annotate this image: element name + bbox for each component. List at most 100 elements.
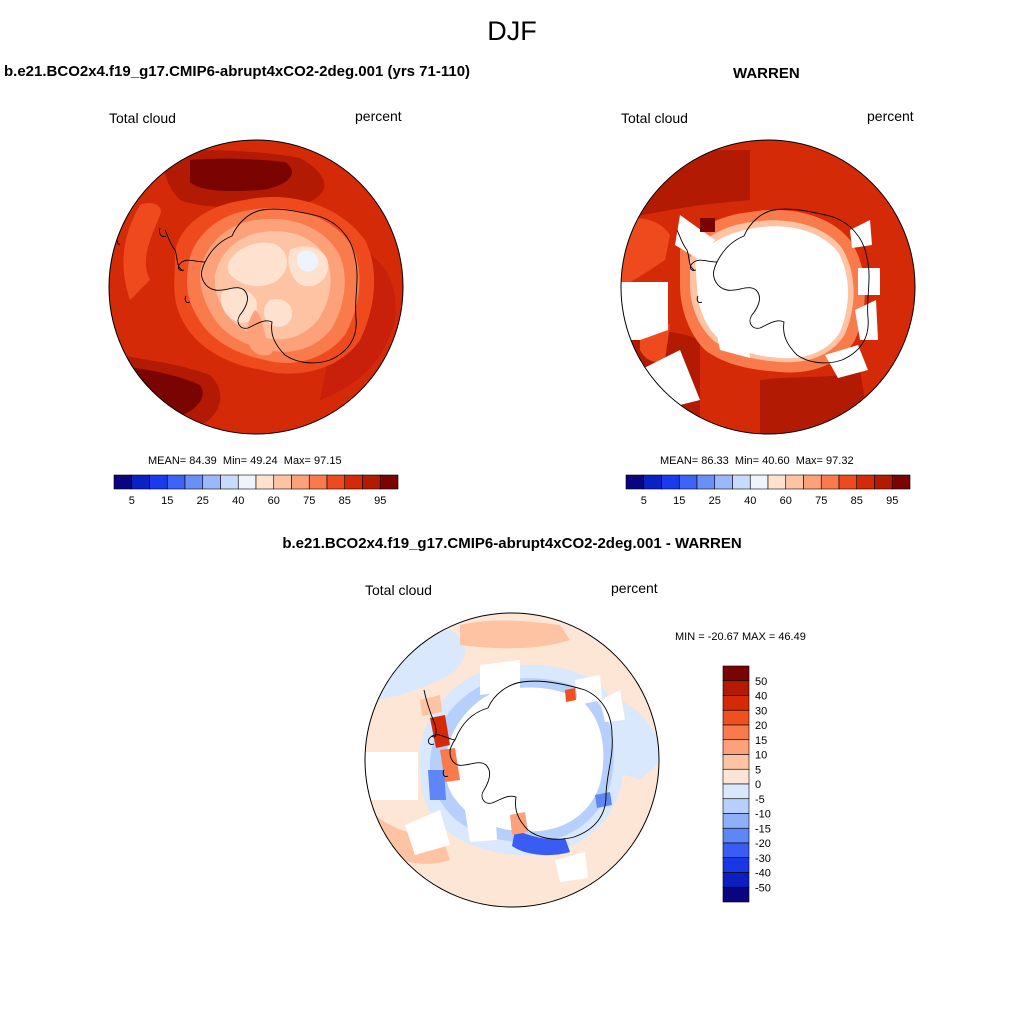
panel1-colorbar-tick-label: 75 xyxy=(303,495,315,507)
panel1-colorbar-box xyxy=(326,474,346,490)
panel1-colorbar-box xyxy=(113,474,133,490)
panel1-colorbar-box xyxy=(220,474,239,490)
panel2-map-border xyxy=(620,139,916,435)
panel3-stats: MIN = -20.67 MAX = 46.49 xyxy=(675,631,806,643)
panel3-map-border xyxy=(364,612,660,908)
panel3-colorbar-tick-label: -50 xyxy=(755,882,771,894)
panel2-colorbar-tick-label: 60 xyxy=(780,495,792,507)
panel1-map xyxy=(109,140,403,434)
panel2-stats: MEAN= 86.33 Min= 40.60 Max= 97.32 xyxy=(660,455,854,467)
panel3-colorbar-tick-label: -5 xyxy=(755,794,765,806)
panel3-map xyxy=(365,613,659,907)
panel2-colorbar-box xyxy=(732,474,751,490)
panel3-colorbar-tick-label: -20 xyxy=(755,838,771,850)
panel3-colorbar-tick-label: -10 xyxy=(755,809,771,821)
panel1-colorbar-box xyxy=(291,474,310,490)
panel2-coastline xyxy=(676,208,870,364)
panel1-mean: MEAN= 84.39 xyxy=(148,455,217,467)
panel3-colorbar-box xyxy=(722,813,750,829)
panel2-colorbar-box xyxy=(856,474,875,490)
panel1-stats: MEAN= 84.39 Min= 49.24 Max= 97.15 xyxy=(148,455,342,467)
panel2-colorbar-tick-label: 5 xyxy=(641,495,647,507)
panel1-variable-label: Total cloud xyxy=(109,110,176,126)
panel2-colorbar-box xyxy=(678,474,698,490)
panel2-colorbar-box xyxy=(714,474,733,490)
panel2-colorbar-tick-label: 25 xyxy=(709,495,721,507)
panel2-units-label: percent xyxy=(867,108,914,124)
panel3-colorbar-box xyxy=(722,680,750,696)
panel2-colorbar-box xyxy=(785,474,804,490)
panel3-colorbar-box xyxy=(722,724,750,741)
panel1-colorbar-box xyxy=(184,474,204,490)
panel2-colorbar-tick-label: 85 xyxy=(851,495,863,507)
panel1-colorbar-tick-label: 60 xyxy=(268,495,280,507)
panel1-colorbar-box xyxy=(362,474,381,490)
panel2-variable-label: Total cloud xyxy=(621,110,688,126)
panel1-colorbar-box xyxy=(273,474,292,490)
panel1-colorbar-box xyxy=(131,474,150,490)
panel2-colorbar-box xyxy=(838,474,858,490)
panel3-colorbar-tick-label: 30 xyxy=(755,705,767,717)
panel1-map-border xyxy=(108,139,404,435)
panel3-colorbar-tick-label: 40 xyxy=(755,691,767,703)
panel2-colorbar-box xyxy=(625,474,645,490)
panel3-colorbar-box xyxy=(722,857,750,873)
panel3-colorbar-box xyxy=(722,783,750,800)
figure-title: DJF xyxy=(487,16,537,46)
panel3-title: b.e21.BCO2x4.f19_g17.CMIP6-abrupt4xCO2-2… xyxy=(282,535,742,552)
panel1-colorbar-box xyxy=(237,474,257,490)
panel1-colorbar-box xyxy=(149,474,168,490)
panel3-colorbar-box xyxy=(722,739,750,755)
panel3-colorbar-tick-label: 10 xyxy=(755,750,767,762)
panel2-colorbar-tick-label: 95 xyxy=(886,495,898,507)
panel3-coastline xyxy=(423,680,613,840)
panel2-colorbar-box xyxy=(643,474,662,490)
panel1-colorbar-tick-label: 85 xyxy=(339,495,351,507)
panel2-title: WARREN xyxy=(733,65,800,82)
panel2-colorbar-box xyxy=(820,474,840,490)
panel3-colorbar-box xyxy=(722,768,750,785)
panel3-colorbar-tick-label: 5 xyxy=(755,764,761,776)
panel3-colorbar-box xyxy=(722,798,750,814)
panel3-colorbar-box xyxy=(722,709,750,726)
panel2-colorbar-box xyxy=(749,474,769,490)
panel1-colorbar-tick-label: 95 xyxy=(374,495,386,507)
panel1-max: Max= 97.15 xyxy=(283,455,342,467)
panel2-colorbar-box xyxy=(891,474,911,490)
panel1-colorbar-box xyxy=(166,474,186,490)
panel3-colorbar-tick-label: 50 xyxy=(755,676,767,688)
panel3-colorbar-tick-label: -30 xyxy=(755,853,771,865)
panel1-min: Min= 49.24 xyxy=(222,455,278,467)
panel1-units-label: percent xyxy=(355,108,402,124)
panel1-colorbar-box xyxy=(202,474,221,490)
panel2-min: Min= 40.60 xyxy=(734,455,790,467)
panel1-title: b.e21.BCO2x4.f19_g17.CMIP6-abrupt4xCO2-2… xyxy=(4,63,471,80)
panel1-colorbar: 5 15 25 40 60 75 85 95 xyxy=(113,474,399,507)
panel3-units-label: percent xyxy=(611,580,658,596)
panel2-colorbar-box xyxy=(661,474,680,490)
panel3-variable-label: Total cloud xyxy=(365,582,432,598)
panel3-colorbar-box xyxy=(722,872,750,888)
panel2-colorbar: 5 15 25 40 60 75 85 95 xyxy=(625,474,911,507)
panel3-colorbar-box xyxy=(722,754,750,770)
panel2-colorbar-box xyxy=(803,474,822,490)
panel2-map xyxy=(621,140,915,434)
panel1-colorbar-box xyxy=(255,474,275,490)
panel3-colorbar-box xyxy=(722,695,750,711)
panel1-colorbar-tick-label: 40 xyxy=(232,495,244,507)
panel3-colorbar-tick-label: -40 xyxy=(755,868,771,880)
panel2-colorbar-tick-label: 15 xyxy=(673,495,685,507)
panel2-max: Max= 97.32 xyxy=(795,455,854,467)
panel2-mean: MEAN= 86.33 xyxy=(660,455,729,467)
panel1-colorbar-tick-label: 15 xyxy=(161,495,173,507)
panel1-colorbar-box xyxy=(344,474,363,490)
panel2-colorbar-box xyxy=(767,474,787,490)
panel1-colorbar-tick-label: 25 xyxy=(197,495,209,507)
panel2-colorbar-tick-label: 75 xyxy=(815,495,827,507)
panel3-colorbar-box xyxy=(722,842,750,859)
panel3-colorbar-tick-label: 15 xyxy=(755,735,767,747)
panel3-colorbar-tick-label: -15 xyxy=(755,823,771,835)
panel3-colorbar-tick-label: 0 xyxy=(755,779,761,791)
